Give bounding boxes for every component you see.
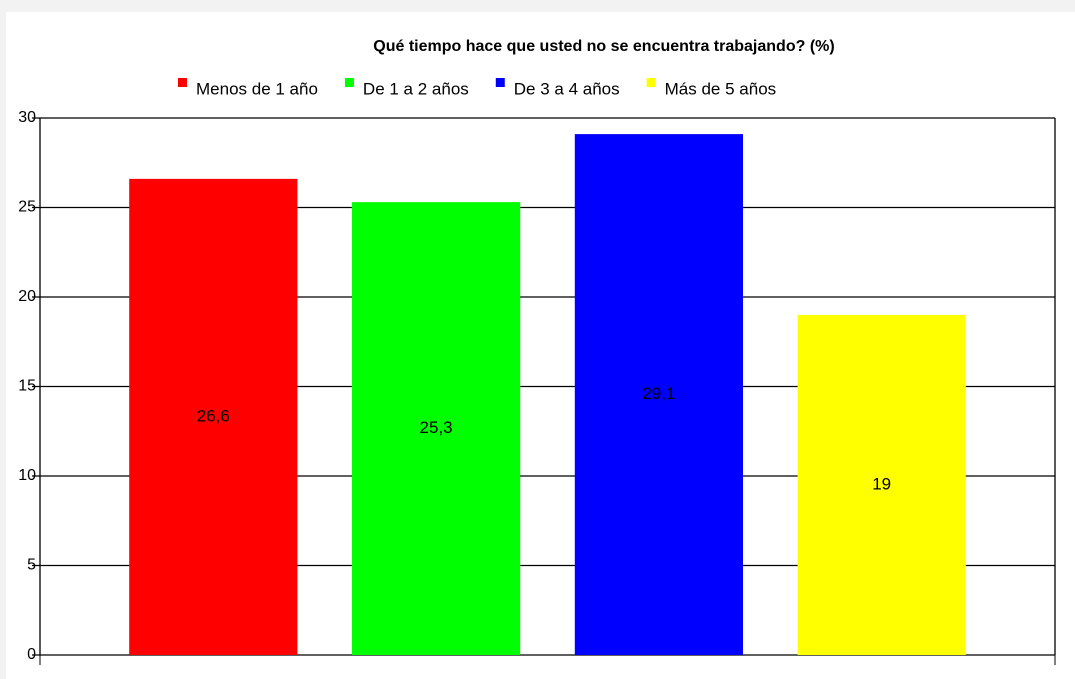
legend-label: De 1 a 2 años (363, 79, 469, 98)
data-label: 29,1 (642, 384, 675, 403)
data-label: 19 (872, 474, 891, 493)
legend-swatch (646, 78, 656, 87)
bar (797, 314, 966, 655)
y-tick-label: 5 (27, 557, 36, 574)
legend-label: Menos de 1 año (196, 79, 318, 98)
y-tick-label: 25 (18, 199, 36, 216)
legend-swatch (344, 78, 354, 87)
y-tick-label: 30 (18, 109, 36, 126)
data-label: 26,6 (197, 406, 230, 425)
legend: Menos de 1 año De 1 a 2 años De 3 a 4 años… (178, 78, 776, 98)
top-edge (0, 0, 1075, 12)
legend-swatch (178, 78, 187, 87)
y-tick-label: 15 (18, 378, 36, 395)
y-tick-label: 10 (18, 467, 36, 484)
bar (351, 202, 521, 655)
bar (574, 134, 744, 656)
chart-title: Qué tiempo hace que usted no se encuentr… (373, 38, 834, 55)
data-label: 25,3 (420, 418, 453, 437)
y-tick-label: 20 (18, 288, 36, 305)
left-edge (0, 0, 6, 679)
legend-label: De 3 a 4 años (514, 79, 620, 98)
legend-swatch (495, 78, 505, 87)
legend-label: Más de 5 años (665, 79, 777, 98)
y-tick-label: 0 (27, 646, 36, 663)
bar (129, 178, 298, 656)
